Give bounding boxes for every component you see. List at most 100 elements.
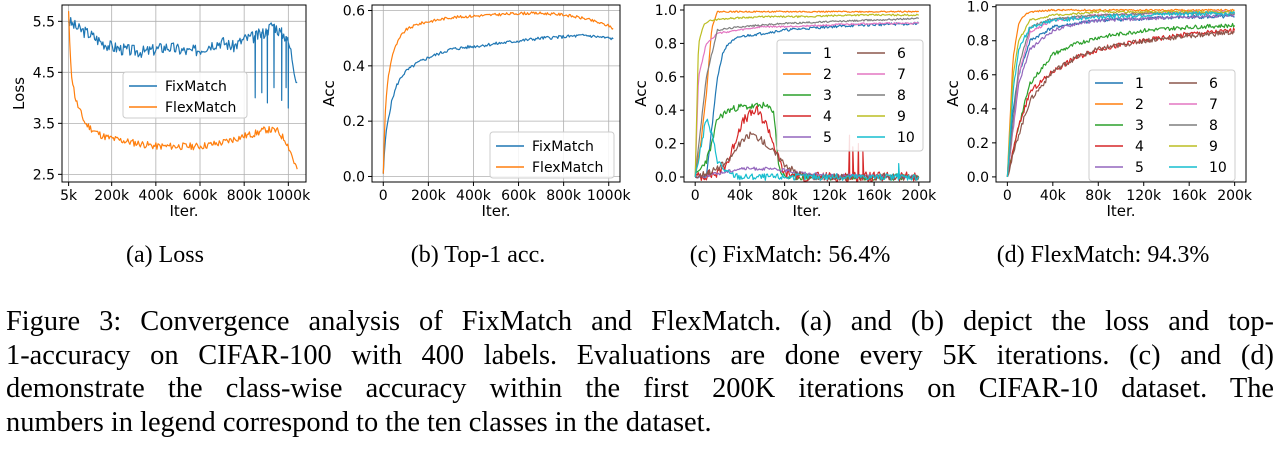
legend: FixMatch FlexMatch bbox=[122, 71, 248, 119]
chart-a: 5k 200k 400k 600k 800k 1000k 2.5 3.5 4.5 5.5 Iter.… bbox=[10, 4, 311, 268]
x-tick-label: 600k bbox=[183, 188, 219, 204]
x-tick-label: 0 bbox=[1003, 188, 1012, 204]
series-line-1 bbox=[1006, 14, 1235, 177]
y-tick-label: 0.8 bbox=[967, 34, 989, 50]
legend-label: 9 bbox=[897, 109, 906, 125]
chart-d: 0 40k 80k 120k 160k 200k 0.0 0.2 0.4 0.6 0.8 1.0 Ite… bbox=[944, 0, 1253, 268]
series-group bbox=[694, 10, 920, 182]
subcaption: (d) FlexMatch: 94.3% bbox=[997, 242, 1210, 268]
series-line-3 bbox=[1006, 22, 1236, 178]
series-line-2 bbox=[694, 10, 920, 178]
legend-label: 10 bbox=[1209, 160, 1227, 176]
y-axis-label: Loss bbox=[10, 77, 28, 110]
x-tick-label: 400k bbox=[138, 188, 174, 204]
x-axis-label: Iter. bbox=[792, 202, 821, 220]
legend-label: 2 bbox=[1135, 97, 1144, 113]
subcaption: (c) FixMatch: 56.4% bbox=[690, 242, 891, 268]
x-tick-label: 5k bbox=[60, 188, 78, 204]
subcaption: (a) Loss bbox=[126, 242, 204, 268]
series-line-1 bbox=[694, 21, 920, 179]
legend-label: 10 bbox=[897, 130, 915, 146]
x-axis-label: Iter. bbox=[169, 202, 198, 220]
legend-label: 4 bbox=[823, 109, 832, 125]
x-tick-label: 800k bbox=[546, 188, 582, 204]
x-tick-label: 200k bbox=[901, 188, 937, 204]
figure-panels: 5k 200k 400k 600k 800k 1000k2.53.54.55.5Iter.… bbox=[10, 0, 1253, 268]
series-line-2 bbox=[1006, 8, 1235, 177]
caption-line-4: numbers in legend correspond to the ten … bbox=[6, 406, 712, 438]
legend-label: FlexMatch bbox=[532, 160, 603, 176]
x-tick-label: 200k bbox=[94, 188, 130, 204]
series-line-FixMatch bbox=[68, 17, 298, 109]
x-axis-label: Iter. bbox=[1106, 202, 1135, 220]
legend-label: 1 bbox=[823, 46, 832, 62]
y-tick-label: 0.0 bbox=[655, 170, 677, 186]
series-line-10 bbox=[1006, 11, 1236, 177]
plot-frame bbox=[61, 4, 307, 183]
series-line-8 bbox=[694, 17, 920, 178]
y-tick-label: 0.4 bbox=[967, 102, 989, 118]
legend-box bbox=[1088, 69, 1236, 182]
x-tick-label: 80k bbox=[772, 188, 799, 204]
series-line-FixMatch bbox=[382, 33, 614, 174]
legend-label: 5 bbox=[1135, 160, 1144, 176]
legend-label: 6 bbox=[897, 46, 906, 62]
x-axis-label: Iter. bbox=[481, 202, 510, 220]
series-group bbox=[1006, 8, 1236, 178]
series-group bbox=[68, 11, 298, 170]
series-line-6 bbox=[695, 131, 920, 181]
legend-label: 4 bbox=[1135, 139, 1144, 155]
x-tick-label: 400k bbox=[456, 188, 492, 204]
x-tick-label: 1000k bbox=[266, 188, 311, 204]
legend-box bbox=[776, 39, 924, 152]
series-line-7 bbox=[694, 21, 920, 178]
chart-b: 0 200k 400k 600k 800k 1000k 0.0 0.2 0.4 0.6 Iter. A… bbox=[320, 4, 631, 268]
plot-frame bbox=[995, 4, 1247, 183]
legend: 1 2 3 4 5 6 7 8 9 10 bbox=[1088, 69, 1236, 182]
legend-label: 6 bbox=[1209, 76, 1218, 92]
figure-caption: Figure 3: Convergence analysis of FixMat… bbox=[6, 305, 1274, 439]
x-tick-label: 40k bbox=[727, 188, 754, 204]
y-tick-label: 5.5 bbox=[33, 14, 55, 30]
y-tick-label: 0.0 bbox=[967, 170, 989, 186]
legend-label: 2 bbox=[823, 67, 832, 83]
series-line-9 bbox=[694, 13, 919, 178]
y-axis-label: Acc bbox=[320, 80, 338, 107]
legend-label: 1 bbox=[1135, 76, 1144, 92]
y-tick-label: 1.0 bbox=[967, 0, 989, 16]
x-tick-label: 120k bbox=[1126, 188, 1162, 204]
series-line-FlexMatch bbox=[68, 11, 298, 170]
legend-label: 8 bbox=[1209, 118, 1218, 134]
x-tick-label: 120k bbox=[812, 188, 848, 204]
y-tick-label: 3.5 bbox=[33, 116, 55, 132]
plot-frame bbox=[683, 4, 931, 183]
x-tick-label: 160k bbox=[857, 188, 893, 204]
y-tick-label: 0.0 bbox=[343, 169, 365, 185]
y-tick-label: 1.0 bbox=[655, 3, 677, 19]
chart-c: 0 40k 80k 120k 160k 200k 0.0 0.2 0.4 0.6 0.8 1.0 Ite… bbox=[632, 3, 937, 268]
y-axis-label: Acc bbox=[632, 80, 650, 107]
series-line-9 bbox=[1006, 10, 1235, 177]
x-tick-label: 160k bbox=[1172, 188, 1208, 204]
subcaption: (b) Top-1 acc. bbox=[411, 242, 545, 268]
series-line-FlexMatch bbox=[382, 11, 614, 174]
x-tick-label: 0 bbox=[379, 188, 388, 204]
series-line-5 bbox=[1006, 13, 1236, 177]
legend-label: 7 bbox=[897, 67, 906, 83]
y-tick-label: 0.2 bbox=[967, 136, 989, 152]
y-tick-label: 0.6 bbox=[967, 68, 989, 84]
y-tick-label: 0.4 bbox=[343, 59, 365, 75]
caption-line-1: Figure 3: Convergence analysis of FixMat… bbox=[6, 306, 1274, 337]
legend-label: 8 bbox=[897, 88, 906, 104]
legend-label: 3 bbox=[823, 88, 832, 104]
legend-label: 7 bbox=[1209, 97, 1218, 113]
caption-line-3: demonstrate the class-wise accuracy with… bbox=[6, 373, 1274, 404]
x-tick-label: 200k bbox=[411, 188, 447, 204]
legend-label: FixMatch bbox=[532, 139, 594, 155]
y-tick-label: 0.2 bbox=[655, 137, 677, 153]
legend-label: 5 bbox=[823, 130, 832, 146]
y-axis-label: Acc bbox=[944, 80, 962, 107]
x-tick-label: 600k bbox=[501, 188, 537, 204]
x-tick-label: 800k bbox=[227, 188, 263, 204]
x-tick-label: 40k bbox=[1040, 188, 1067, 204]
